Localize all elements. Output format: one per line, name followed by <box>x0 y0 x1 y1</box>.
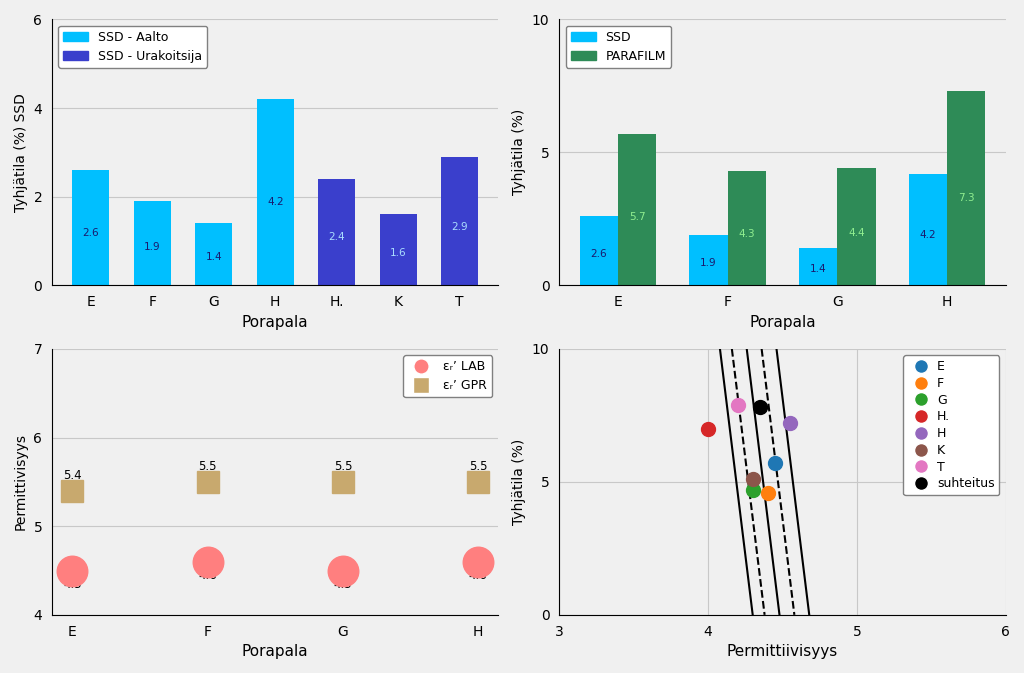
Text: 4.2: 4.2 <box>920 230 936 240</box>
X-axis label: Porapala: Porapala <box>242 314 308 330</box>
Text: 1.4: 1.4 <box>206 252 222 262</box>
Text: 4.6: 4.6 <box>469 569 487 581</box>
Legend: E, F, G, H., H, K, T, suhteitus: E, F, G, H., H, K, T, suhteitus <box>903 355 999 495</box>
Text: 4.6: 4.6 <box>199 569 217 581</box>
X-axis label: Porapala: Porapala <box>242 644 308 659</box>
Bar <box>257 99 294 285</box>
Bar <box>799 248 838 285</box>
Bar <box>134 201 171 285</box>
Legend: SSD - Aalto, SSD - Urakoitsija: SSD - Aalto, SSD - Urakoitsija <box>58 26 208 68</box>
Text: 1.4: 1.4 <box>810 264 826 273</box>
Text: 5.5: 5.5 <box>469 460 487 473</box>
Text: 5.5: 5.5 <box>199 460 217 473</box>
Bar <box>838 168 876 285</box>
X-axis label: Permittiivisyys: Permittiivisyys <box>727 644 838 659</box>
Text: 1.9: 1.9 <box>700 258 717 268</box>
Text: 2.9: 2.9 <box>452 223 468 232</box>
Y-axis label: Tyhjätila (%): Tyhjätila (%) <box>512 439 526 525</box>
Text: 5.4: 5.4 <box>63 469 82 482</box>
Text: 1.6: 1.6 <box>390 248 407 258</box>
Text: 7.3: 7.3 <box>957 193 975 203</box>
Bar <box>947 91 985 285</box>
Legend: εᵣ’ LAB, εᵣ’ GPR: εᵣ’ LAB, εᵣ’ GPR <box>403 355 493 398</box>
Text: 5.7: 5.7 <box>629 212 645 222</box>
Bar <box>73 170 110 285</box>
Legend: SSD, PARAFILM: SSD, PARAFILM <box>565 26 671 68</box>
Text: 5.5: 5.5 <box>334 460 352 473</box>
Y-axis label: Permittivisyys: Permittivisyys <box>14 433 28 530</box>
Text: 4.3: 4.3 <box>738 229 755 239</box>
Y-axis label: Tyhjätila (%): Tyhjätila (%) <box>512 109 526 195</box>
Bar <box>380 215 417 285</box>
Text: 2.4: 2.4 <box>329 232 345 242</box>
Bar <box>908 174 947 285</box>
Text: 2.6: 2.6 <box>83 228 99 238</box>
Bar <box>728 171 766 285</box>
X-axis label: Porapala: Porapala <box>750 314 816 330</box>
Text: 4.5: 4.5 <box>63 577 82 591</box>
Bar <box>580 216 617 285</box>
Bar <box>617 134 656 285</box>
Bar <box>196 223 232 285</box>
Text: 4.5: 4.5 <box>334 577 352 591</box>
Text: 4.2: 4.2 <box>267 197 284 207</box>
Bar <box>318 179 355 285</box>
Text: 1.9: 1.9 <box>144 242 161 252</box>
Text: 2.6: 2.6 <box>591 249 607 259</box>
Bar <box>689 235 728 285</box>
Bar <box>441 157 478 285</box>
Y-axis label: Tyhjätila (%) SSD: Tyhjätila (%) SSD <box>14 93 28 212</box>
Text: 4.4: 4.4 <box>848 227 865 238</box>
